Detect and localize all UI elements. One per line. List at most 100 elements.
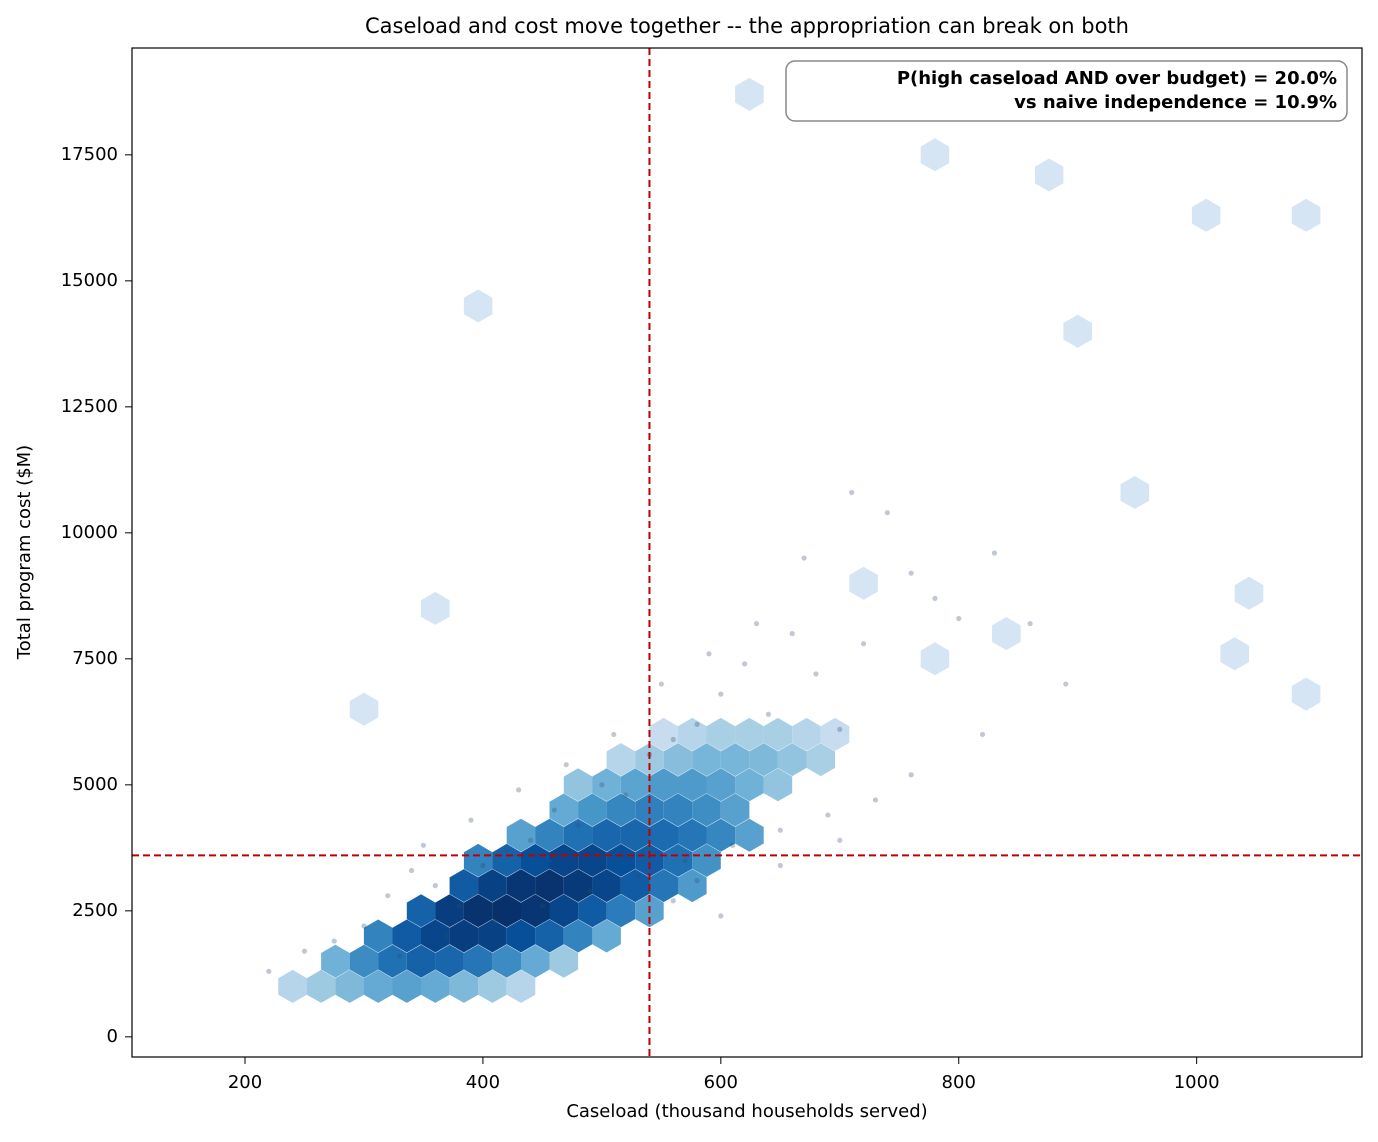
hex-cell [535, 919, 564, 953]
hex-cell [492, 843, 521, 877]
hex-cell [678, 768, 707, 802]
hex-cell [278, 969, 307, 1003]
scatter-point [623, 792, 629, 798]
hex-cell [692, 793, 721, 827]
scatter-point [718, 913, 724, 919]
scatter-point [765, 711, 772, 717]
hex-cell [735, 818, 764, 852]
hex-cell [449, 869, 479, 903]
hex-cell [606, 843, 636, 877]
scatter-point [908, 772, 914, 778]
y-tick-label: 12500 [61, 396, 118, 417]
hex-cell [378, 944, 407, 978]
hex-cell [635, 743, 664, 777]
x-tick-label: 1000 [1174, 1072, 1220, 1093]
scatter-point [670, 736, 676, 743]
hex-cell [706, 768, 736, 802]
hex-cell [406, 944, 436, 978]
hex-cell [592, 869, 621, 903]
scatter-point [575, 822, 581, 828]
scatter-point [658, 681, 664, 687]
hex-cell [421, 591, 450, 625]
hex-cell [1291, 198, 1321, 232]
scatter-point [956, 615, 962, 622]
hex-cell [649, 768, 678, 802]
scatter-point [420, 842, 427, 848]
scatter-point [706, 651, 712, 657]
scatter-point [432, 883, 438, 889]
hex-cell [563, 768, 593, 802]
scatter-point [361, 923, 367, 929]
hex-cell [806, 743, 835, 777]
hex-cell [549, 894, 579, 928]
hex-cell [478, 969, 507, 1003]
annotation-box [785, 60, 1348, 122]
scatter-point [551, 807, 557, 813]
y-tick-label: 2500 [72, 900, 118, 921]
hex-cell [521, 944, 550, 978]
hex-cell [1034, 158, 1064, 192]
scatter-point [563, 762, 569, 768]
hex-cell [735, 768, 764, 802]
hex-cell [563, 919, 593, 953]
hex-cell [706, 818, 736, 852]
hex-cell [620, 869, 650, 903]
x-axis-label: Caseload (thousand households served) [566, 1101, 927, 1122]
hex-cell [620, 768, 650, 802]
hex-cell [563, 818, 593, 852]
scatter-point [694, 878, 700, 884]
hex-cell [435, 944, 464, 978]
scatter-point [301, 948, 308, 954]
y-tick-label: 17500 [61, 144, 118, 165]
hex-cell [449, 919, 479, 953]
hex-cell [792, 717, 821, 751]
chart-title: Caseload and cost move together -- the a… [365, 14, 1129, 38]
x-tick-label: 600 [704, 1072, 738, 1093]
hex-cell [592, 818, 621, 852]
annotation-text: vs naive independence = 10.9% [1014, 92, 1337, 113]
hex-cell [720, 743, 750, 777]
hex-cell [649, 869, 678, 903]
scatter-point [408, 867, 415, 874]
hex-cell [406, 894, 436, 928]
scatter-point [587, 888, 593, 894]
hex-cell [763, 717, 793, 751]
hex-cell [1120, 476, 1150, 509]
scatter-point [634, 872, 641, 879]
hex-cell [620, 818, 650, 852]
hex-cell [321, 944, 350, 978]
hex-cell [1291, 677, 1321, 711]
hex-cell [592, 919, 621, 953]
x-tick-label: 200 [228, 1072, 262, 1093]
scatter-point [742, 661, 748, 667]
y-tick-label: 10000 [61, 522, 118, 543]
hex-cell [578, 843, 607, 877]
hex-cell [849, 566, 878, 600]
hex-cell [349, 692, 379, 726]
scatter-point [539, 903, 545, 909]
hex-cell [992, 617, 1021, 651]
scatter-point [611, 731, 617, 738]
plot-frame [131, 47, 1363, 1058]
hex-cell [606, 894, 636, 928]
hex-cell [549, 944, 579, 978]
hex-cell [692, 843, 721, 877]
scatter-point [730, 842, 736, 848]
hex-cell [749, 743, 778, 777]
hex-cell [635, 843, 664, 877]
hex-cell [649, 717, 678, 751]
y-tick-label: 0 [107, 1026, 118, 1047]
hex-cell [549, 793, 579, 827]
hex-cell [592, 768, 621, 802]
hex-cell [1234, 576, 1264, 610]
y-tick-label: 5000 [72, 774, 118, 795]
hex-cell [720, 793, 750, 827]
hex-cell [435, 894, 464, 928]
scatter-point [444, 933, 450, 939]
hex-cell [820, 717, 850, 751]
hex-cell [663, 843, 693, 877]
scatter-point [872, 797, 879, 803]
scatter-point [849, 489, 855, 496]
